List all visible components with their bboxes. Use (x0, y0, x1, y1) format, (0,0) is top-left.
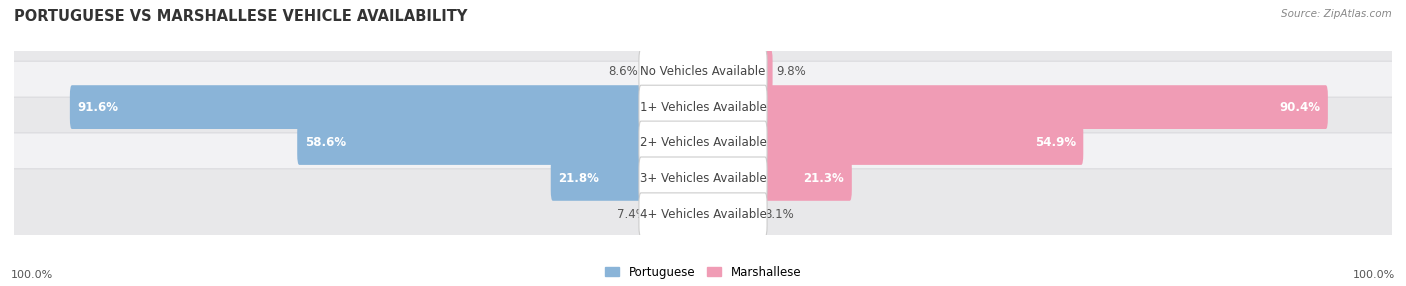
FancyBboxPatch shape (8, 133, 1398, 225)
Text: 58.6%: 58.6% (305, 136, 346, 150)
FancyBboxPatch shape (638, 157, 768, 201)
Text: 8.1%: 8.1% (765, 208, 794, 221)
Text: No Vehicles Available: No Vehicles Available (640, 65, 766, 78)
FancyBboxPatch shape (638, 193, 768, 237)
FancyBboxPatch shape (8, 61, 1398, 153)
Text: 21.8%: 21.8% (558, 172, 599, 185)
FancyBboxPatch shape (297, 121, 704, 165)
FancyBboxPatch shape (638, 85, 768, 129)
Text: 54.9%: 54.9% (1035, 136, 1076, 150)
FancyBboxPatch shape (641, 49, 704, 93)
FancyBboxPatch shape (8, 25, 1398, 117)
FancyBboxPatch shape (70, 85, 704, 129)
Text: Source: ZipAtlas.com: Source: ZipAtlas.com (1281, 9, 1392, 19)
Text: 9.8%: 9.8% (776, 65, 806, 78)
Text: 21.3%: 21.3% (803, 172, 844, 185)
Text: 4+ Vehicles Available: 4+ Vehicles Available (640, 208, 766, 221)
FancyBboxPatch shape (551, 157, 704, 201)
FancyBboxPatch shape (650, 193, 704, 237)
Text: 7.4%: 7.4% (617, 208, 647, 221)
FancyBboxPatch shape (638, 49, 768, 93)
Text: 90.4%: 90.4% (1279, 101, 1320, 114)
FancyBboxPatch shape (702, 157, 852, 201)
Legend: Portuguese, Marshallese: Portuguese, Marshallese (600, 261, 806, 283)
FancyBboxPatch shape (8, 97, 1398, 189)
Text: 3+ Vehicles Available: 3+ Vehicles Available (640, 172, 766, 185)
Text: 1+ Vehicles Available: 1+ Vehicles Available (640, 101, 766, 114)
Text: 8.6%: 8.6% (609, 65, 638, 78)
Text: PORTUGUESE VS MARSHALLESE VEHICLE AVAILABILITY: PORTUGUESE VS MARSHALLESE VEHICLE AVAILA… (14, 9, 467, 23)
FancyBboxPatch shape (702, 49, 772, 93)
FancyBboxPatch shape (702, 193, 761, 237)
FancyBboxPatch shape (638, 121, 768, 165)
Text: 100.0%: 100.0% (1353, 270, 1395, 279)
FancyBboxPatch shape (702, 85, 1327, 129)
Text: 2+ Vehicles Available: 2+ Vehicles Available (640, 136, 766, 150)
Text: 100.0%: 100.0% (11, 270, 53, 279)
FancyBboxPatch shape (702, 121, 1083, 165)
Text: 91.6%: 91.6% (77, 101, 118, 114)
FancyBboxPatch shape (8, 169, 1398, 261)
